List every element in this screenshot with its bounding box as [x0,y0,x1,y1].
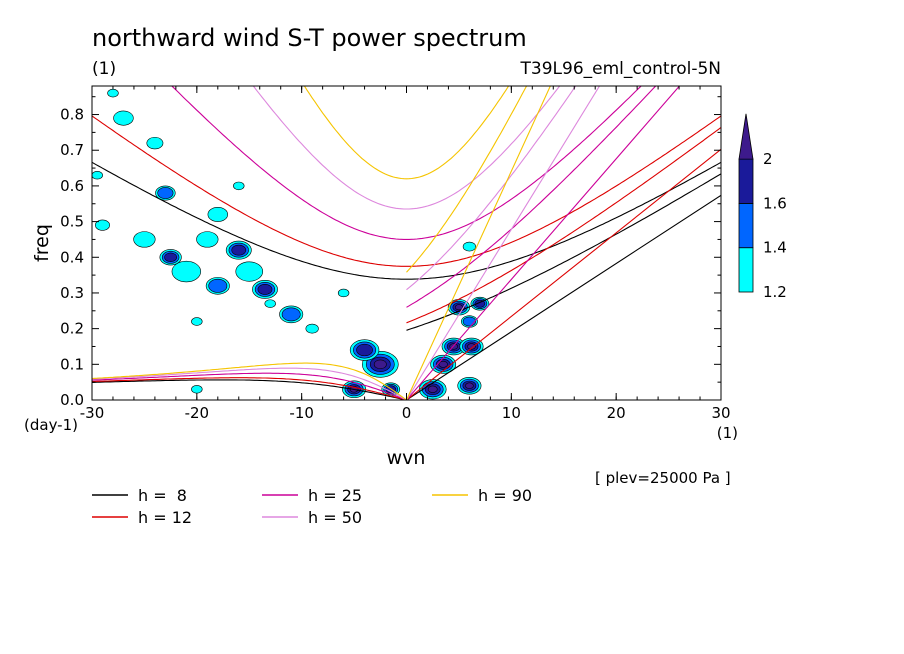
kelvin-wave-curve [405,86,551,400]
plot-frame [91,85,722,401]
power-region [462,241,477,252]
y-tick-label: 0.7 [60,141,84,159]
power-region [207,207,229,222]
colorbar-arrow [738,113,754,160]
chart-subtitle-right: T39L96_eml_control-5N [520,59,721,79]
colorbar-label: 1.2 [763,283,787,301]
power-contours [92,88,490,400]
plev-note: [ plev=25000 Pa ] [595,469,731,487]
power-region [467,343,476,350]
y-tick-label: 0.2 [60,320,84,338]
legend-label: h = 8 [138,486,187,505]
axis-ticks: -30 -20 -10 0 10 20 30 0.0 0.1 0.2 0.3 0.4 0.5 0.6 0.7… [60,86,731,422]
power-region [191,317,203,326]
power-region [196,231,219,248]
y-tick-label: 0.1 [60,355,84,373]
colorbar-segment [738,158,754,204]
power-region [281,307,301,322]
dispersion-curves [92,86,721,400]
kelvin-wave-curve [406,86,601,400]
x-tick-label: 20 [607,404,626,422]
power-region [208,278,228,293]
mrg-wave-curve [406,173,721,331]
rossby-wave-curve [92,377,407,400]
legend-label: h = 12 [138,508,192,527]
legend: h = 8 h = 12 h = 25 h = 50 h = 90 [92,486,532,527]
colorbar-label: 2 [763,150,773,168]
x-axis-label: wvn [387,447,426,469]
x-tick-label: -10 [289,404,314,422]
power-region [146,136,164,150]
power-region [171,260,202,283]
power-region [337,288,350,298]
y-unit-label: (day-1) [24,416,78,434]
legend-label: h = 50 [308,508,362,527]
colorbar-label: 1.4 [763,239,787,257]
x-unit-label: (1) [717,424,738,442]
mrg-wave-curve [406,86,528,273]
power-region [231,244,247,256]
power-region [356,343,373,357]
power-region [465,382,474,389]
inertio-gravity-curve [303,86,510,180]
power-region [462,316,477,327]
inertio-gravity-curve [92,161,721,280]
rossby-wave-curve [92,362,407,400]
power-region [107,88,119,98]
inertio-gravity-curve [171,86,642,240]
power-region [133,231,156,248]
power-region [164,252,177,262]
rossby-wave-curve [92,372,407,400]
kelvin-wave-curve [406,86,681,400]
mrg-wave-curve [406,86,657,308]
power-region [92,171,103,180]
rossby-wave-curve [92,367,407,400]
legend-label: h = 90 [478,486,532,505]
power-region [157,187,174,199]
inertio-gravity-curve [92,115,721,267]
x-tick-label: 30 [711,404,730,422]
power-region [305,323,319,334]
power-region [233,181,245,191]
power-region [438,360,448,368]
colorbar-segment [738,247,754,293]
legend-label: h = 25 [308,486,362,505]
y-tick-label: 0.6 [60,177,84,195]
colorbar-label: 1.6 [763,194,787,212]
power-region [191,385,203,394]
x-tick-label: -20 [185,404,210,422]
colorbar: 1.2 1.4 1.6 2 [738,113,787,301]
mrg-wave-curve [406,127,721,324]
y-tick-label: 0.4 [60,248,84,266]
power-region [94,219,110,231]
x-tick-label: -30 [80,404,105,422]
y-axis-label: freq [31,224,53,262]
rossby-wave-curve [92,379,407,400]
power-region [257,283,273,295]
chart-title: northward wind S-T power spectrum [92,24,527,52]
power-region [373,359,387,370]
x-tick-label: 0 [402,404,412,422]
power-region [235,261,264,282]
kelvin-wave-curve [406,194,721,400]
y-tick-label: 0.0 [60,391,84,409]
y-tick-label: 0.3 [60,284,84,302]
power-region [113,110,134,126]
colorbar-segment [738,202,754,249]
mrg-wave-curve [406,86,577,291]
kelvin-wave-curve [406,148,721,400]
y-tick-label: 0.5 [60,213,84,231]
chart-subtitle-left: (1) [92,59,116,79]
y-tick-label: 0.8 [60,106,84,124]
power-region [427,385,438,393]
x-tick-label: 10 [502,404,521,422]
power-region [264,299,276,308]
power-region [454,304,463,311]
inertio-gravity-curve [252,86,561,210]
